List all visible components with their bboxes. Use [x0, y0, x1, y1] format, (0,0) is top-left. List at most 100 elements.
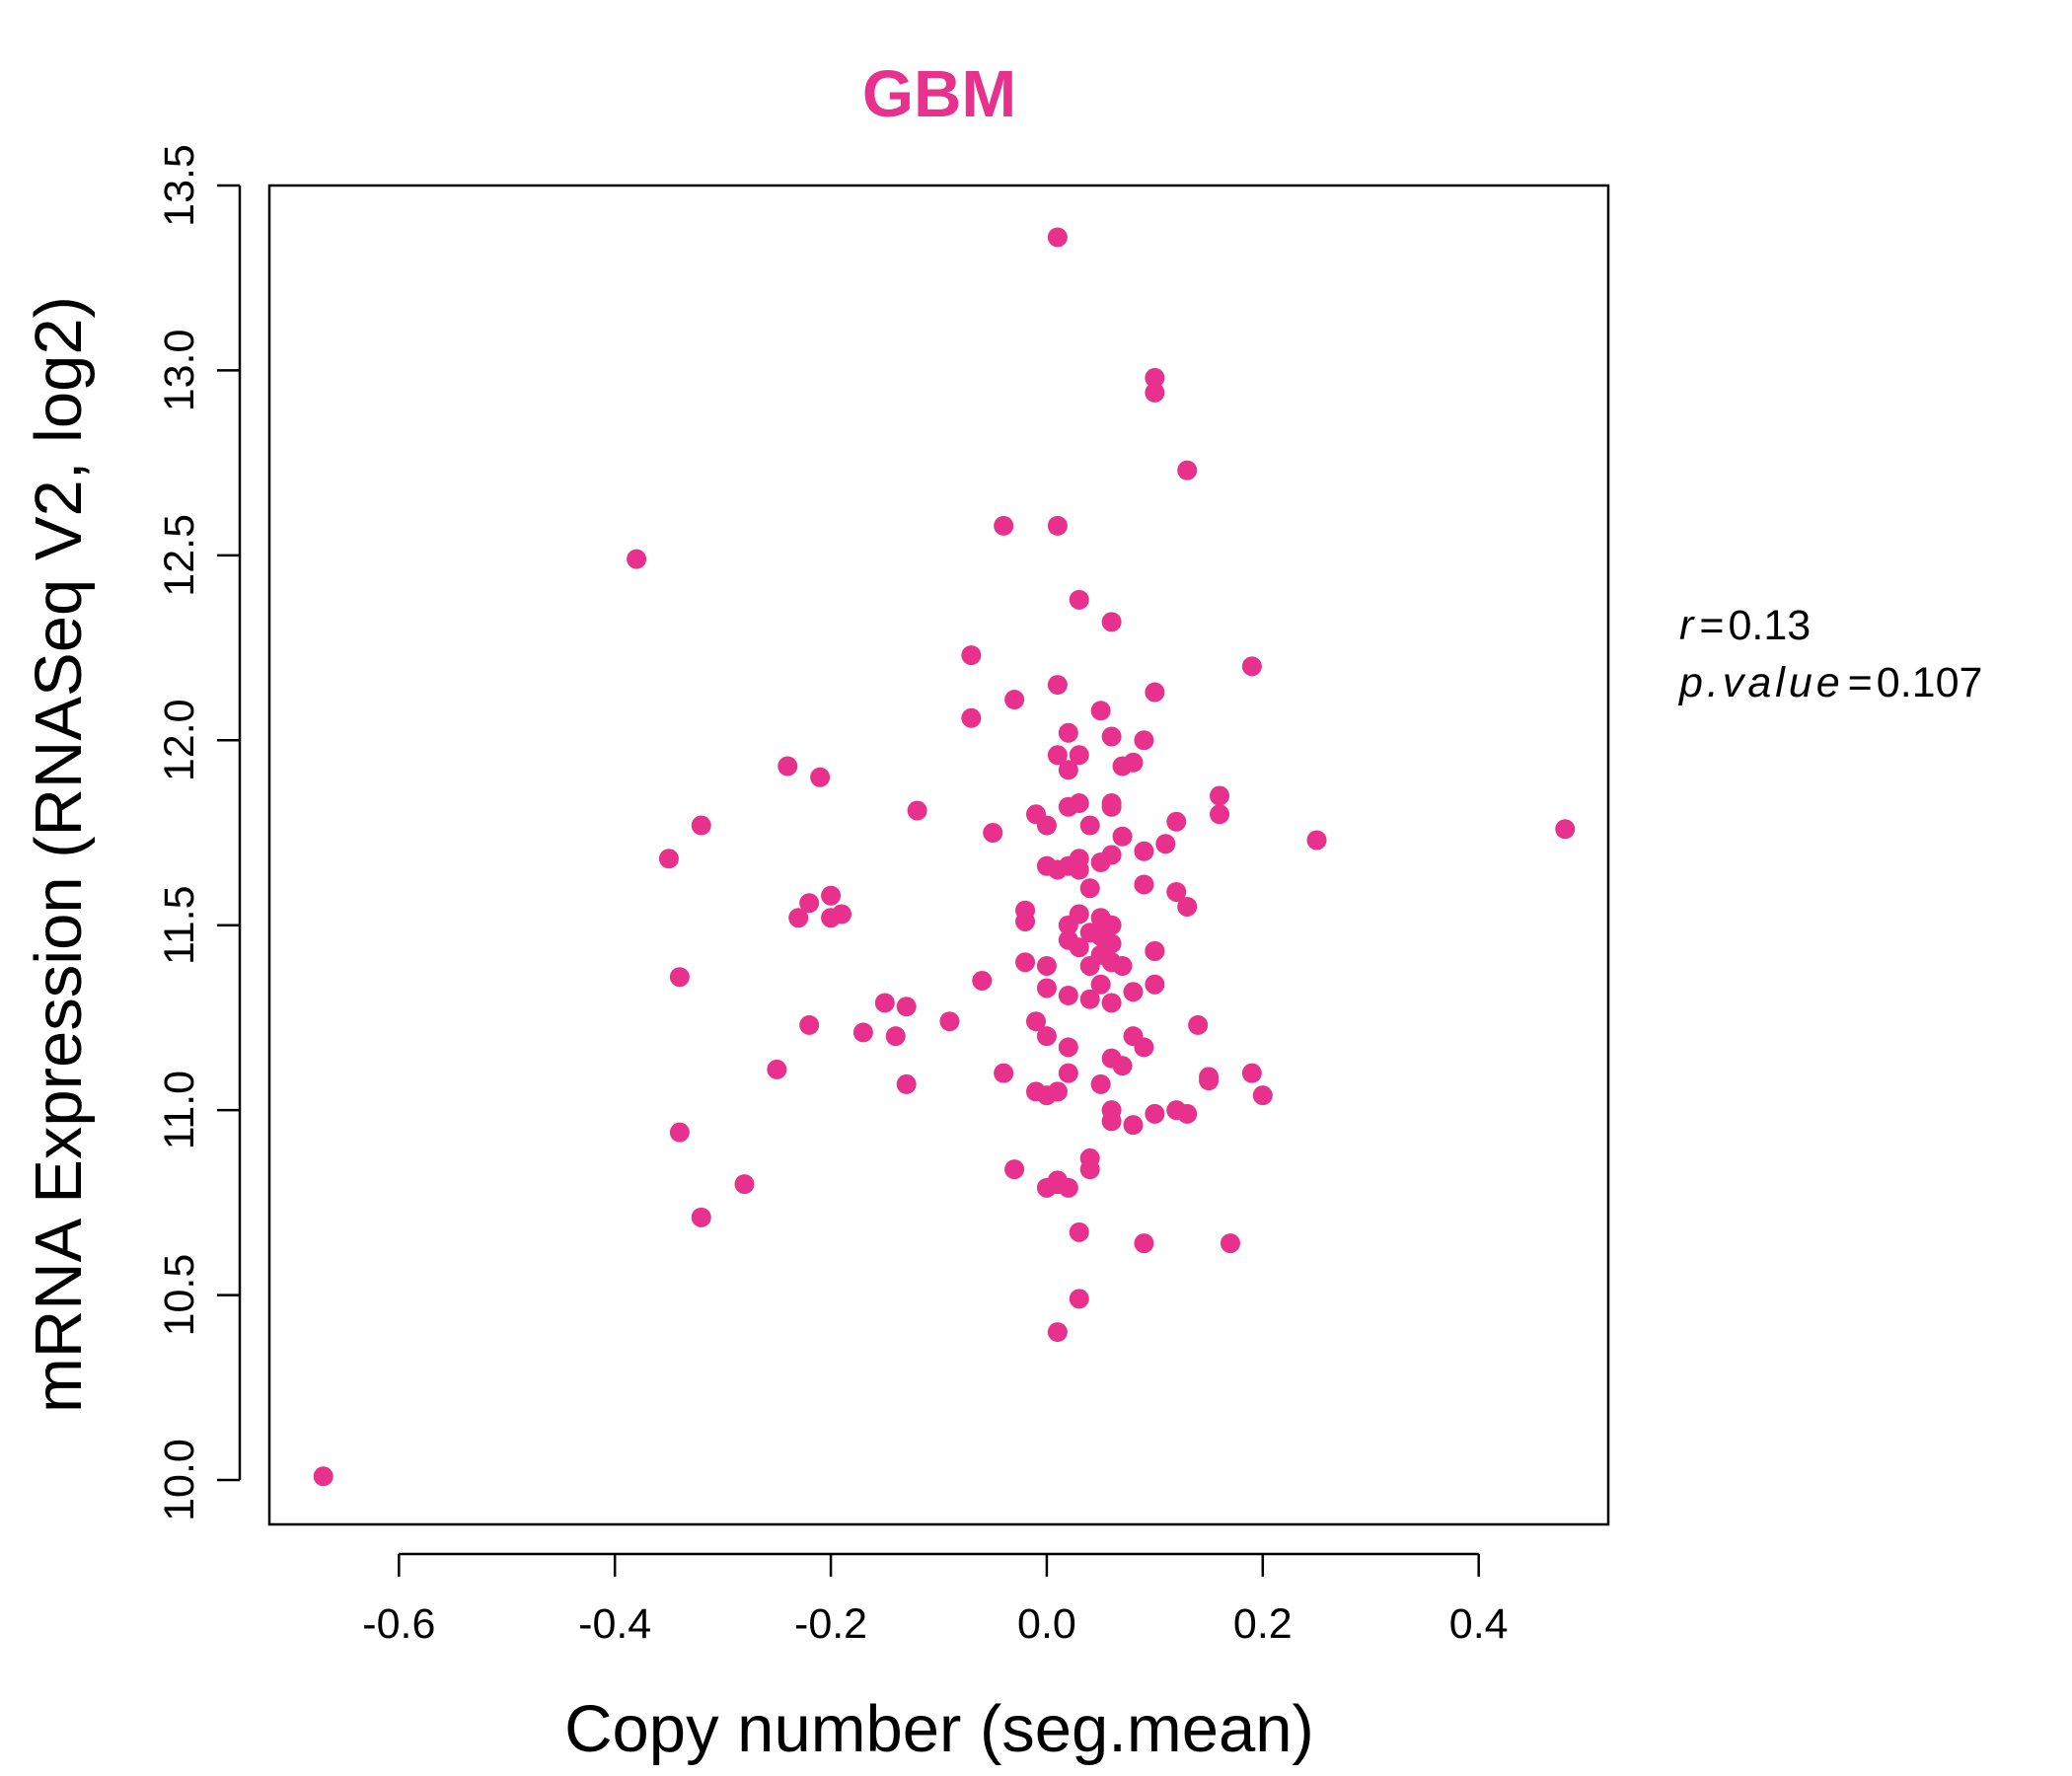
data-point — [658, 849, 679, 869]
x-axis: -0.6 -0.4 -0.2 0.0 0.2 0.4 — [362, 1552, 1509, 1648]
data-point — [1079, 1159, 1100, 1180]
data-point — [1079, 815, 1100, 836]
data-point — [1145, 367, 1165, 388]
data-point — [1058, 985, 1078, 1005]
x-axis-title: Copy number (seg.mean) — [564, 1692, 1314, 1766]
data-point — [961, 707, 982, 728]
data-point — [907, 800, 927, 821]
data-point — [1058, 1037, 1078, 1058]
data-point — [1101, 612, 1122, 632]
data-point — [313, 1466, 333, 1487]
y-tick-label: 12.0 — [156, 699, 203, 781]
x-tick-label: -0.4 — [578, 1600, 651, 1648]
y-tick-label: 11.0 — [156, 1071, 203, 1150]
data-point — [994, 1063, 1014, 1083]
data-points — [313, 227, 1576, 1487]
data-point — [1166, 881, 1187, 902]
y-axis-title: mRNA Expression (RNASeq V2, log2) — [22, 296, 96, 1413]
data-point — [1025, 1011, 1046, 1032]
pvalue-annotation: p.value=0.107 — [1677, 659, 1982, 706]
x-tick-label: 0.2 — [1233, 1600, 1293, 1648]
data-point — [691, 1207, 711, 1227]
data-point — [1123, 982, 1144, 1002]
data-point — [777, 756, 798, 777]
data-point — [1058, 722, 1078, 743]
data-point — [1145, 974, 1165, 995]
y-tick-label: 10.0 — [156, 1439, 203, 1521]
x-tick-label: -0.6 — [362, 1600, 435, 1648]
data-point — [799, 893, 820, 914]
data-point — [734, 1174, 755, 1195]
data-point — [788, 908, 809, 928]
r-value: 0.13 — [1728, 602, 1811, 649]
x-tick-label: 0.0 — [1017, 1600, 1076, 1648]
data-point — [1069, 745, 1089, 766]
data-point — [1047, 675, 1068, 696]
data-point — [1166, 811, 1187, 832]
data-point — [799, 1014, 820, 1035]
data-point — [1199, 1071, 1220, 1091]
data-point — [994, 515, 1014, 536]
data-point — [961, 645, 982, 666]
y-tick-label: 10.5 — [156, 1254, 203, 1337]
data-point — [1145, 940, 1165, 961]
y-tick-label: 13.5 — [156, 144, 203, 227]
data-point — [1101, 1111, 1122, 1132]
r-label: r — [1679, 602, 1695, 649]
data-point — [1015, 952, 1036, 973]
data-point — [1047, 859, 1068, 880]
data-point — [1015, 911, 1036, 931]
data-point — [1090, 1073, 1111, 1094]
data-point — [627, 549, 647, 569]
data-point — [1058, 760, 1078, 780]
data-point — [1036, 955, 1057, 976]
data-point — [1090, 701, 1111, 721]
data-point — [691, 815, 711, 836]
data-point — [669, 1122, 690, 1143]
data-point — [1177, 460, 1198, 481]
data-point — [1069, 589, 1089, 610]
data-point — [1252, 1085, 1273, 1106]
data-point — [1004, 1159, 1025, 1180]
data-point — [1134, 1233, 1154, 1254]
data-point — [810, 767, 831, 787]
data-point — [896, 997, 917, 1017]
data-point — [1004, 690, 1025, 710]
data-point — [1134, 1037, 1154, 1058]
data-point — [1101, 993, 1122, 1013]
data-point — [1047, 227, 1068, 248]
data-point — [1555, 819, 1576, 840]
y-tick-label: 13.0 — [156, 330, 203, 412]
data-point — [1145, 682, 1165, 703]
data-point — [1079, 989, 1100, 1009]
x-tick-label: -0.2 — [794, 1600, 867, 1648]
data-point — [983, 823, 1003, 844]
data-point — [852, 1022, 873, 1043]
data-point — [1036, 978, 1057, 999]
data-point — [1047, 745, 1068, 766]
data-point — [821, 908, 842, 928]
data-point — [1069, 1289, 1089, 1309]
data-point — [896, 1073, 917, 1094]
data-point — [1079, 955, 1100, 976]
y-tick-label: 11.5 — [156, 885, 203, 965]
data-point — [1090, 851, 1111, 872]
data-point — [1090, 974, 1111, 995]
data-point — [1134, 730, 1154, 751]
data-point — [1058, 796, 1078, 817]
data-point — [1079, 878, 1100, 899]
data-point — [1036, 1177, 1057, 1198]
data-point — [1134, 841, 1154, 861]
data-point — [1047, 1322, 1068, 1343]
data-point — [1220, 1233, 1240, 1254]
data-point — [874, 993, 895, 1013]
data-point — [821, 885, 842, 906]
y-axis: 10.0 10.5 11.0 11.5 12.0 12.5 13.0 13.5 — [156, 144, 242, 1521]
data-point — [1101, 726, 1122, 747]
data-point — [1123, 1115, 1144, 1136]
data-point — [1210, 804, 1230, 825]
data-point — [1069, 859, 1089, 880]
data-point — [1058, 1177, 1078, 1198]
data-point — [1069, 937, 1089, 958]
